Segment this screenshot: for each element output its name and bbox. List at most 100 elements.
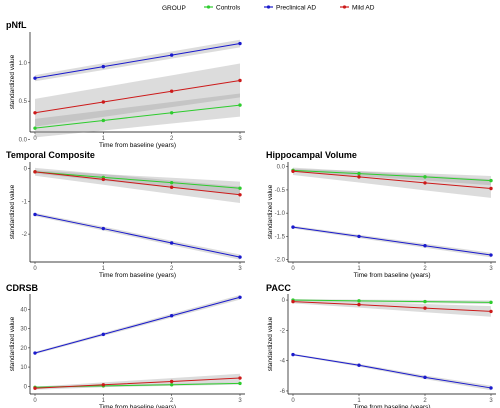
x-tick-label: 3 xyxy=(238,266,242,272)
x-tick-label: 3 xyxy=(489,398,493,404)
x-tick-label: 2 xyxy=(170,136,174,142)
legend-key-point xyxy=(342,5,347,9)
y-tick-label: -6 xyxy=(280,389,286,395)
data-point xyxy=(238,193,242,197)
data-point xyxy=(357,175,361,179)
ci-ribbon xyxy=(35,373,240,390)
data-point xyxy=(169,111,174,115)
y-tick-label: 1.0 xyxy=(19,61,28,67)
series-line xyxy=(34,171,241,196)
legend-item: Preclinical AD xyxy=(264,5,316,12)
legend-label: Controls xyxy=(216,5,241,12)
x-tick-label: 2 xyxy=(170,266,174,272)
data-point xyxy=(169,314,174,318)
data-point xyxy=(489,300,493,305)
series-preclinical-ad xyxy=(33,41,242,80)
y-tick-label: -2 xyxy=(22,232,28,238)
data-point xyxy=(33,386,37,390)
data-point xyxy=(423,299,427,304)
y-tick-label: 10 xyxy=(20,365,27,371)
data-point xyxy=(357,171,361,176)
series-line xyxy=(292,299,492,303)
series-mild-ad xyxy=(33,376,242,390)
data-point xyxy=(101,226,106,231)
legend-key-point xyxy=(206,5,211,9)
y-tick-label: -2.0 xyxy=(275,258,286,264)
series-line xyxy=(292,301,492,312)
x-axis-label: Time from baseline (years) xyxy=(353,404,430,408)
panel-title: Hippocampal Volume xyxy=(266,150,357,160)
data-point xyxy=(169,379,174,384)
panel-temporal-composite: Temporal Composite 0 -1 -2 0 1 2 3 Time from bas… xyxy=(6,150,245,279)
data-point xyxy=(33,351,37,355)
data-point xyxy=(33,76,37,80)
x-tick-label: 3 xyxy=(238,136,242,142)
ci-ribbon xyxy=(35,93,240,138)
x-axis-label: Time from baseline (years) xyxy=(99,272,176,279)
series-mild-ad xyxy=(33,170,242,197)
data-point xyxy=(169,53,174,57)
series-mild-ad xyxy=(291,299,493,314)
y-tick-label: 0 xyxy=(24,384,28,390)
data-point xyxy=(357,234,361,239)
panel-title: pNfL xyxy=(6,20,27,30)
data-point xyxy=(489,386,493,390)
x-tick-label: 3 xyxy=(489,266,493,272)
legend-item: Mild AD xyxy=(340,5,375,12)
data-point xyxy=(291,299,295,304)
y-tick-label: 40 xyxy=(20,307,27,313)
panel-pnfl: pNfL 0.0 0.5 1.0 0 1 2 3 Time from baseline (yea… xyxy=(6,20,245,149)
data-point xyxy=(238,376,242,380)
series-line xyxy=(34,79,241,114)
x-tick-label: 3 xyxy=(238,398,242,404)
panel-cdrsb: CDRSB 0 10 20 30 40 0 1 2 3 Time from baseline (ye… xyxy=(6,283,245,408)
series-line xyxy=(292,226,492,256)
series-preclinical-ad xyxy=(291,352,493,390)
data-point xyxy=(489,253,493,257)
data-point xyxy=(238,186,242,190)
data-point xyxy=(238,103,242,107)
panel-title: CDRSB xyxy=(6,283,39,293)
data-point xyxy=(238,381,242,386)
series-controls xyxy=(33,103,242,130)
x-tick-label: 1 xyxy=(357,398,361,404)
data-point xyxy=(33,212,37,217)
y-tick-label: 0.5 xyxy=(19,99,28,105)
y-tick-label: 0 xyxy=(282,298,286,304)
series-line xyxy=(34,171,241,189)
x-tick-label: 0 xyxy=(291,398,295,404)
data-point xyxy=(101,118,106,123)
series-line xyxy=(34,104,241,129)
y-tick-label: -1.0 xyxy=(275,211,286,217)
y-axis-label: standardized value xyxy=(267,184,274,239)
legend-label: Preclinical AD xyxy=(276,5,316,12)
data-point xyxy=(101,64,106,69)
data-point xyxy=(291,225,295,229)
series-line xyxy=(292,354,492,389)
y-tick-label: -1 xyxy=(22,199,28,205)
series-line xyxy=(34,296,241,354)
series-line xyxy=(292,169,492,182)
legend-key-point xyxy=(266,5,271,9)
data-point xyxy=(101,100,106,104)
data-point xyxy=(169,185,174,189)
data-point xyxy=(238,295,242,299)
x-tick-label: 0 xyxy=(291,266,295,272)
data-point xyxy=(489,178,493,183)
x-tick-label: 1 xyxy=(102,398,106,404)
panel-pacc: PACC 0 -2 -4 -6 0 1 2 3 Time from baseline (years… xyxy=(266,283,496,408)
y-axis-label: standardized value xyxy=(9,184,16,239)
series-mild-ad xyxy=(291,169,493,191)
data-point xyxy=(33,126,37,130)
x-tick-label: 0 xyxy=(33,398,37,404)
x-tick-label: 0 xyxy=(33,136,37,142)
x-tick-label: 2 xyxy=(423,398,427,404)
y-tick-label: 0.0 xyxy=(277,165,286,171)
y-axis-label: standardized value xyxy=(9,54,16,109)
x-tick-label: 1 xyxy=(102,266,106,272)
data-point xyxy=(101,383,106,387)
panel-hippocampal-volume: Hippocampal Volume 0.0 -0.5 -1.0 -1.5 -2.0 0 1 2… xyxy=(266,150,496,279)
data-point xyxy=(33,170,37,174)
data-point xyxy=(423,175,427,179)
